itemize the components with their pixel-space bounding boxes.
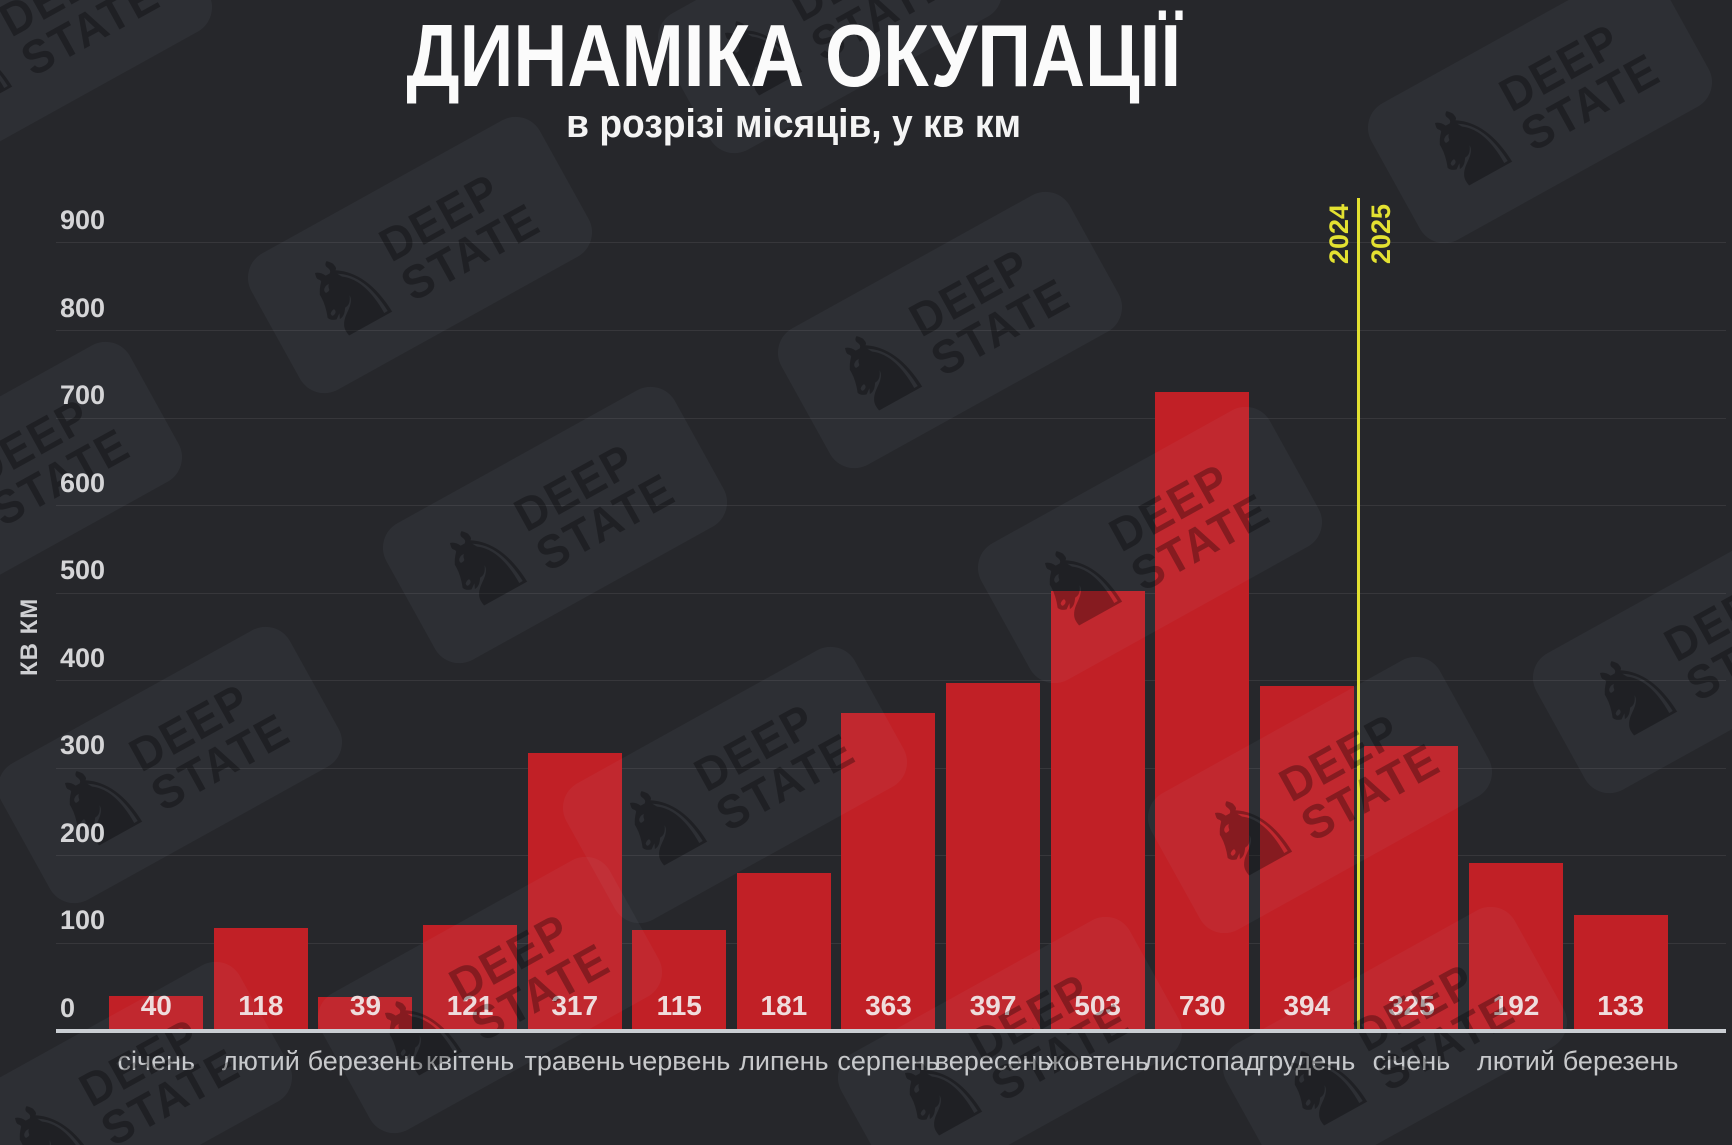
chess-knight-icon: ♞ — [868, 1018, 1010, 1145]
bar-листопад-11 — [1155, 391, 1250, 1031]
value-label: 118 — [238, 990, 284, 1021]
value-label: 325 — [1388, 990, 1435, 1021]
y-tick-label-800: 800 — [60, 292, 106, 323]
value-label: 730 — [1178, 990, 1226, 1021]
x-tick-label: серпень — [837, 1046, 940, 1076]
y-tick-label-200: 200 — [60, 817, 106, 848]
gridline-700 — [56, 417, 1726, 419]
value-label: 40 — [140, 990, 172, 1021]
chart-title: ДИНАМІКА ОКУПАЦІЇ — [406, 6, 1182, 105]
bar-slot-14: 192 лютий — [1464, 0, 1569, 1076]
value-label: 133 — [1597, 990, 1644, 1021]
bar-slot-2: 118 лютий — [209, 0, 314, 1076]
y-tick-label-300: 300 — [60, 730, 106, 761]
x-tick-label: листопад — [1143, 1046, 1261, 1076]
y-tick-label-700: 700 — [60, 380, 106, 411]
chart-header: ДИНАМІКА ОКУПАЦІЇ в розрізі місяців, у к… — [0, 6, 1588, 147]
bar-slot-15: 133 березень — [1563, 0, 1678, 1076]
bar-липень-7 — [736, 872, 831, 1031]
bar-slot-6: 115 червень — [627, 0, 732, 1076]
y-tick-label-600: 600 — [60, 467, 106, 498]
x-tick-label: березень — [307, 1046, 424, 1076]
gridline-800 — [56, 330, 1726, 332]
bar-січень-1 — [109, 995, 204, 1031]
gridline-900 — [56, 242, 1726, 244]
bar-slot-13: 325 січень — [1359, 0, 1464, 1076]
value-label: 39 — [349, 990, 382, 1021]
y-tick-label-400: 400 — [60, 642, 106, 673]
value-label: 121 — [446, 990, 494, 1021]
bar-жовтень-10 — [1050, 590, 1145, 1031]
bar-slot-3: 39 березень — [308, 0, 424, 1076]
chart-subtitle: в розрізі місяців, у кв км — [566, 102, 1022, 146]
bar-березень-3 — [318, 996, 413, 1031]
bar-березень-15 — [1573, 914, 1668, 1031]
year-label-2025: 2025 — [1366, 203, 1396, 264]
gridline-500 — [56, 592, 1726, 594]
bar-лютий-14 — [1469, 862, 1564, 1031]
bar-лютий-2 — [213, 927, 308, 1031]
bar-slot-4: 121 квітень — [418, 0, 523, 1076]
bar-травень-5 — [527, 753, 622, 1031]
bar-червень-6 — [632, 930, 727, 1031]
bar-серпень-8 — [841, 713, 936, 1031]
value-label: 115 — [656, 990, 702, 1021]
x-tick-label: липень — [739, 1046, 829, 1076]
x-tick-label: лютий — [1477, 1046, 1555, 1076]
bar-квітень-4 — [423, 925, 518, 1031]
bar-slot-8: 363 серпень — [836, 0, 941, 1076]
x-tick-label: червень — [628, 1046, 731, 1076]
bar-грудень-12 — [1259, 686, 1354, 1031]
year-divider-line — [1357, 198, 1360, 1031]
x-tick-label: травень — [524, 1046, 625, 1076]
bar-slot-10: 503 жовтень — [1045, 0, 1150, 1076]
value-label: 317 — [551, 990, 599, 1021]
y-tick-label-0: 0 — [60, 993, 76, 1023]
bar-slot-5: 317 травень — [522, 0, 627, 1076]
bar-slot-7: 181 липень — [732, 0, 837, 1076]
value-label: 192 — [1492, 990, 1540, 1021]
x-tick-label: квітень — [425, 1046, 515, 1076]
value-label: 181 — [760, 990, 808, 1021]
value-label: 503 — [1074, 990, 1121, 1021]
bar-series: 40 січень 118 лютий 39 березень 121 квітень 317 т… — [104, 0, 1678, 1076]
bar-slot-12: 394 грудень — [1255, 0, 1360, 1076]
y-tick-label-500: 500 — [60, 555, 106, 586]
x-tick-label: січень — [1372, 1046, 1451, 1076]
bar-січень-13 — [1364, 746, 1459, 1031]
x-tick-label: вересень — [934, 1046, 1052, 1076]
x-tick-label: лютий — [221, 1046, 300, 1076]
y-tick-label-100: 100 — [60, 905, 106, 936]
x-tick-label: жовтень — [1046, 1046, 1150, 1076]
value-label: 397 — [969, 990, 1017, 1021]
value-label: 394 — [1283, 990, 1331, 1021]
x-tick-label: грудень — [1258, 1046, 1356, 1076]
bar-slot-1: 40 січень — [104, 0, 209, 1076]
value-label: 363 — [865, 990, 912, 1021]
chess-knight-icon: ♞ — [0, 443, 10, 596]
y-tick-label-900: 900 — [60, 204, 106, 235]
x-tick-label: січень — [117, 1046, 196, 1076]
x-tick-label: березень — [1562, 1046, 1679, 1076]
gridline-400 — [56, 680, 1726, 682]
bar-вересень-9 — [946, 683, 1041, 1031]
y-axis-label: КВ КМ — [16, 597, 43, 676]
year-label-2024: 2024 — [1324, 203, 1354, 264]
chess-knight-icon: ♞ — [1253, 1008, 1395, 1145]
bar-slot-11: 730 листопад — [1144, 0, 1261, 1076]
x-axis-baseline — [56, 1029, 1726, 1033]
bar-slot-9: 397 вересень — [935, 0, 1051, 1076]
gridline-600 — [56, 505, 1726, 507]
chess-knight-icon: ♞ — [0, 1063, 120, 1145]
